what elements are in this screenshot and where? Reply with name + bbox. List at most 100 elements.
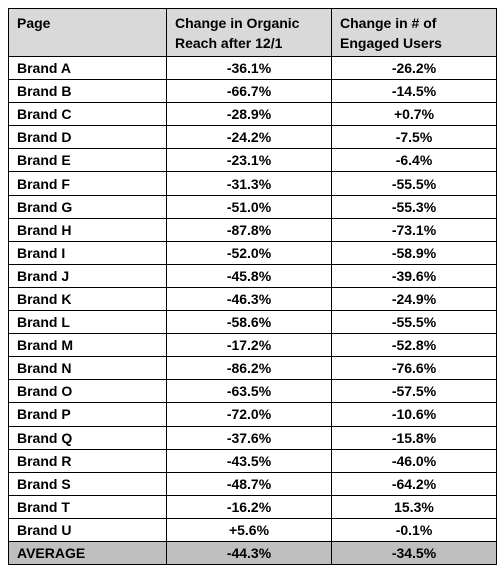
table-row: Brand I -52.0% -58.9%	[8, 240, 497, 265]
organic-reach-cell: -66.7%	[166, 79, 332, 104]
page-cell: Brand C	[8, 102, 167, 127]
page-cell: Brand I	[8, 240, 167, 265]
page-column-header: Page	[8, 8, 167, 57]
page-cell: Brand E	[8, 148, 167, 173]
engaged-users-cell: -24.9%	[331, 286, 497, 312]
organic-reach-cell: -58.6%	[166, 310, 332, 335]
average-row: AVERAGE -44.3% -34.5%	[8, 540, 497, 566]
engaged-users-column-header: Change in # of Engaged Users	[331, 8, 497, 57]
page-cell: Brand O	[8, 379, 167, 404]
engaged-users-cell: -57.5%	[331, 379, 497, 404]
organic-reach-cell: -36.1%	[166, 55, 332, 81]
page-cell: AVERAGE	[8, 540, 167, 566]
engaged-users-cell: -64.2%	[331, 471, 497, 496]
engaged-users-cell: -39.6%	[331, 263, 497, 288]
engaged-users-cell: 15.3%	[331, 494, 497, 519]
table-row: Brand S -48.7% -64.2%	[8, 471, 497, 496]
page-cell: Brand M	[8, 333, 167, 358]
organic-reach-cell: -48.7%	[166, 471, 332, 496]
organic-reach-cell: -63.5%	[166, 379, 332, 404]
organic-reach-cell: -23.1%	[166, 148, 332, 173]
table-header: Page Change in Organic Reach after 12/1 Cha…	[8, 8, 497, 57]
column-header-line: Reach after 12/1	[175, 35, 283, 51]
engaged-users-cell: -55.5%	[331, 310, 497, 335]
organic-reach-cell: -43.5%	[166, 448, 332, 473]
page-cell: Brand T	[8, 494, 167, 519]
table-row: Brand T -16.2% 15.3%	[8, 494, 497, 519]
table-row: Brand Q -37.6% -15.8%	[8, 425, 497, 450]
table-row: Brand L -58.6% -55.5%	[8, 310, 497, 335]
table-row: Brand C -28.9% +0.7%	[8, 102, 497, 127]
page-cell: Brand J	[8, 263, 167, 288]
table-row: Brand D -24.2% -7.5%	[8, 125, 497, 150]
page-cell: Brand Q	[8, 425, 167, 450]
page-cell: Brand P	[8, 402, 167, 427]
organic-reach-cell: -16.2%	[166, 494, 332, 519]
table-row: Brand G -51.0% -55.3%	[8, 194, 497, 219]
page-cell: Brand N	[8, 356, 167, 381]
engaged-users-cell: -15.8%	[331, 425, 497, 450]
table-row: Brand F -31.3% -55.5%	[8, 171, 497, 196]
organic-reach-cell: -28.9%	[166, 102, 332, 127]
organic-reach-cell: -51.0%	[166, 194, 332, 219]
table-row: Brand U +5.6% -0.1%	[8, 517, 497, 542]
engaged-users-cell: -14.5%	[331, 79, 497, 104]
organic-reach-column-header: Change in Organic Reach after 12/1	[166, 8, 332, 57]
table-row: Brand P -72.0% -10.6%	[8, 402, 497, 427]
table-row: Brand N -86.2% -76.6%	[8, 356, 497, 381]
engaged-users-cell: -55.3%	[331, 194, 497, 219]
engaged-users-cell: -26.2%	[331, 55, 497, 81]
engaged-users-cell: -0.1%	[331, 517, 497, 542]
page-cell: Brand R	[8, 448, 167, 473]
organic-reach-cell: -31.3%	[166, 171, 332, 196]
organic-reach-cell: -17.2%	[166, 333, 332, 358]
table-row: Brand K -46.3% -24.9%	[8, 286, 497, 312]
page-cell: Brand D	[8, 125, 167, 150]
data-table: Page Change in Organic Reach after 12/1 Cha…	[8, 8, 497, 566]
column-header-line: Page	[17, 15, 51, 31]
engaged-users-cell: -52.8%	[331, 333, 497, 358]
page-cell: Brand G	[8, 194, 167, 219]
page-cell: Brand K	[8, 286, 167, 312]
table-row: Brand E -23.1% -6.4%	[8, 148, 497, 173]
engaged-users-cell: -76.6%	[331, 356, 497, 381]
table-row: Brand J -45.8% -39.6%	[8, 263, 497, 288]
table-row: Brand R -43.5% -46.0%	[8, 448, 497, 473]
organic-reach-cell: -24.2%	[166, 125, 332, 150]
organic-reach-cell: -37.6%	[166, 425, 332, 450]
page-cell: Brand B	[8, 79, 167, 104]
engaged-users-cell: -58.9%	[331, 240, 497, 265]
organic-reach-cell: -86.2%	[166, 356, 332, 381]
organic-reach-cell: -44.3%	[166, 540, 332, 566]
engaged-users-cell: -6.4%	[331, 148, 497, 173]
column-header-line: Engaged Users	[340, 35, 442, 51]
engaged-users-cell: -10.6%	[331, 402, 497, 427]
engaged-users-cell: +0.7%	[331, 102, 497, 127]
table-row: Brand B -66.7% -14.5%	[8, 79, 497, 104]
table-row: Brand M -17.2% -52.8%	[8, 333, 497, 358]
organic-reach-cell: -72.0%	[166, 402, 332, 427]
table-row: Brand H -87.8% -73.1%	[8, 217, 497, 242]
page-cell: Brand L	[8, 310, 167, 335]
organic-reach-cell: -52.0%	[166, 240, 332, 265]
page-cell: Brand F	[8, 171, 167, 196]
column-header-line: Change in Organic	[175, 15, 300, 31]
organic-reach-cell: -45.8%	[166, 263, 332, 288]
table-row: Brand O -63.5% -57.5%	[8, 379, 497, 404]
page-cell: Brand S	[8, 471, 167, 496]
organic-reach-cell: +5.6%	[166, 517, 332, 542]
engaged-users-cell: -73.1%	[331, 217, 497, 242]
engaged-users-cell: -7.5%	[331, 125, 497, 150]
engaged-users-cell: -34.5%	[331, 540, 497, 566]
engaged-users-cell: -55.5%	[331, 171, 497, 196]
table-body: Brand A -36.1% -26.2% Brand B -66.7% -14.5% Br…	[8, 55, 497, 566]
organic-reach-cell: -46.3%	[166, 286, 332, 312]
page-cell: Brand U	[8, 517, 167, 542]
table-row: Brand A -36.1% -26.2%	[8, 55, 497, 81]
column-header-line: Change in # of	[340, 15, 437, 31]
page-cell: Brand A	[8, 55, 167, 81]
header-row: Page Change in Organic Reach after 12/1 Cha…	[8, 8, 497, 57]
engaged-users-cell: -46.0%	[331, 448, 497, 473]
page-cell: Brand H	[8, 217, 167, 242]
organic-reach-cell: -87.8%	[166, 217, 332, 242]
